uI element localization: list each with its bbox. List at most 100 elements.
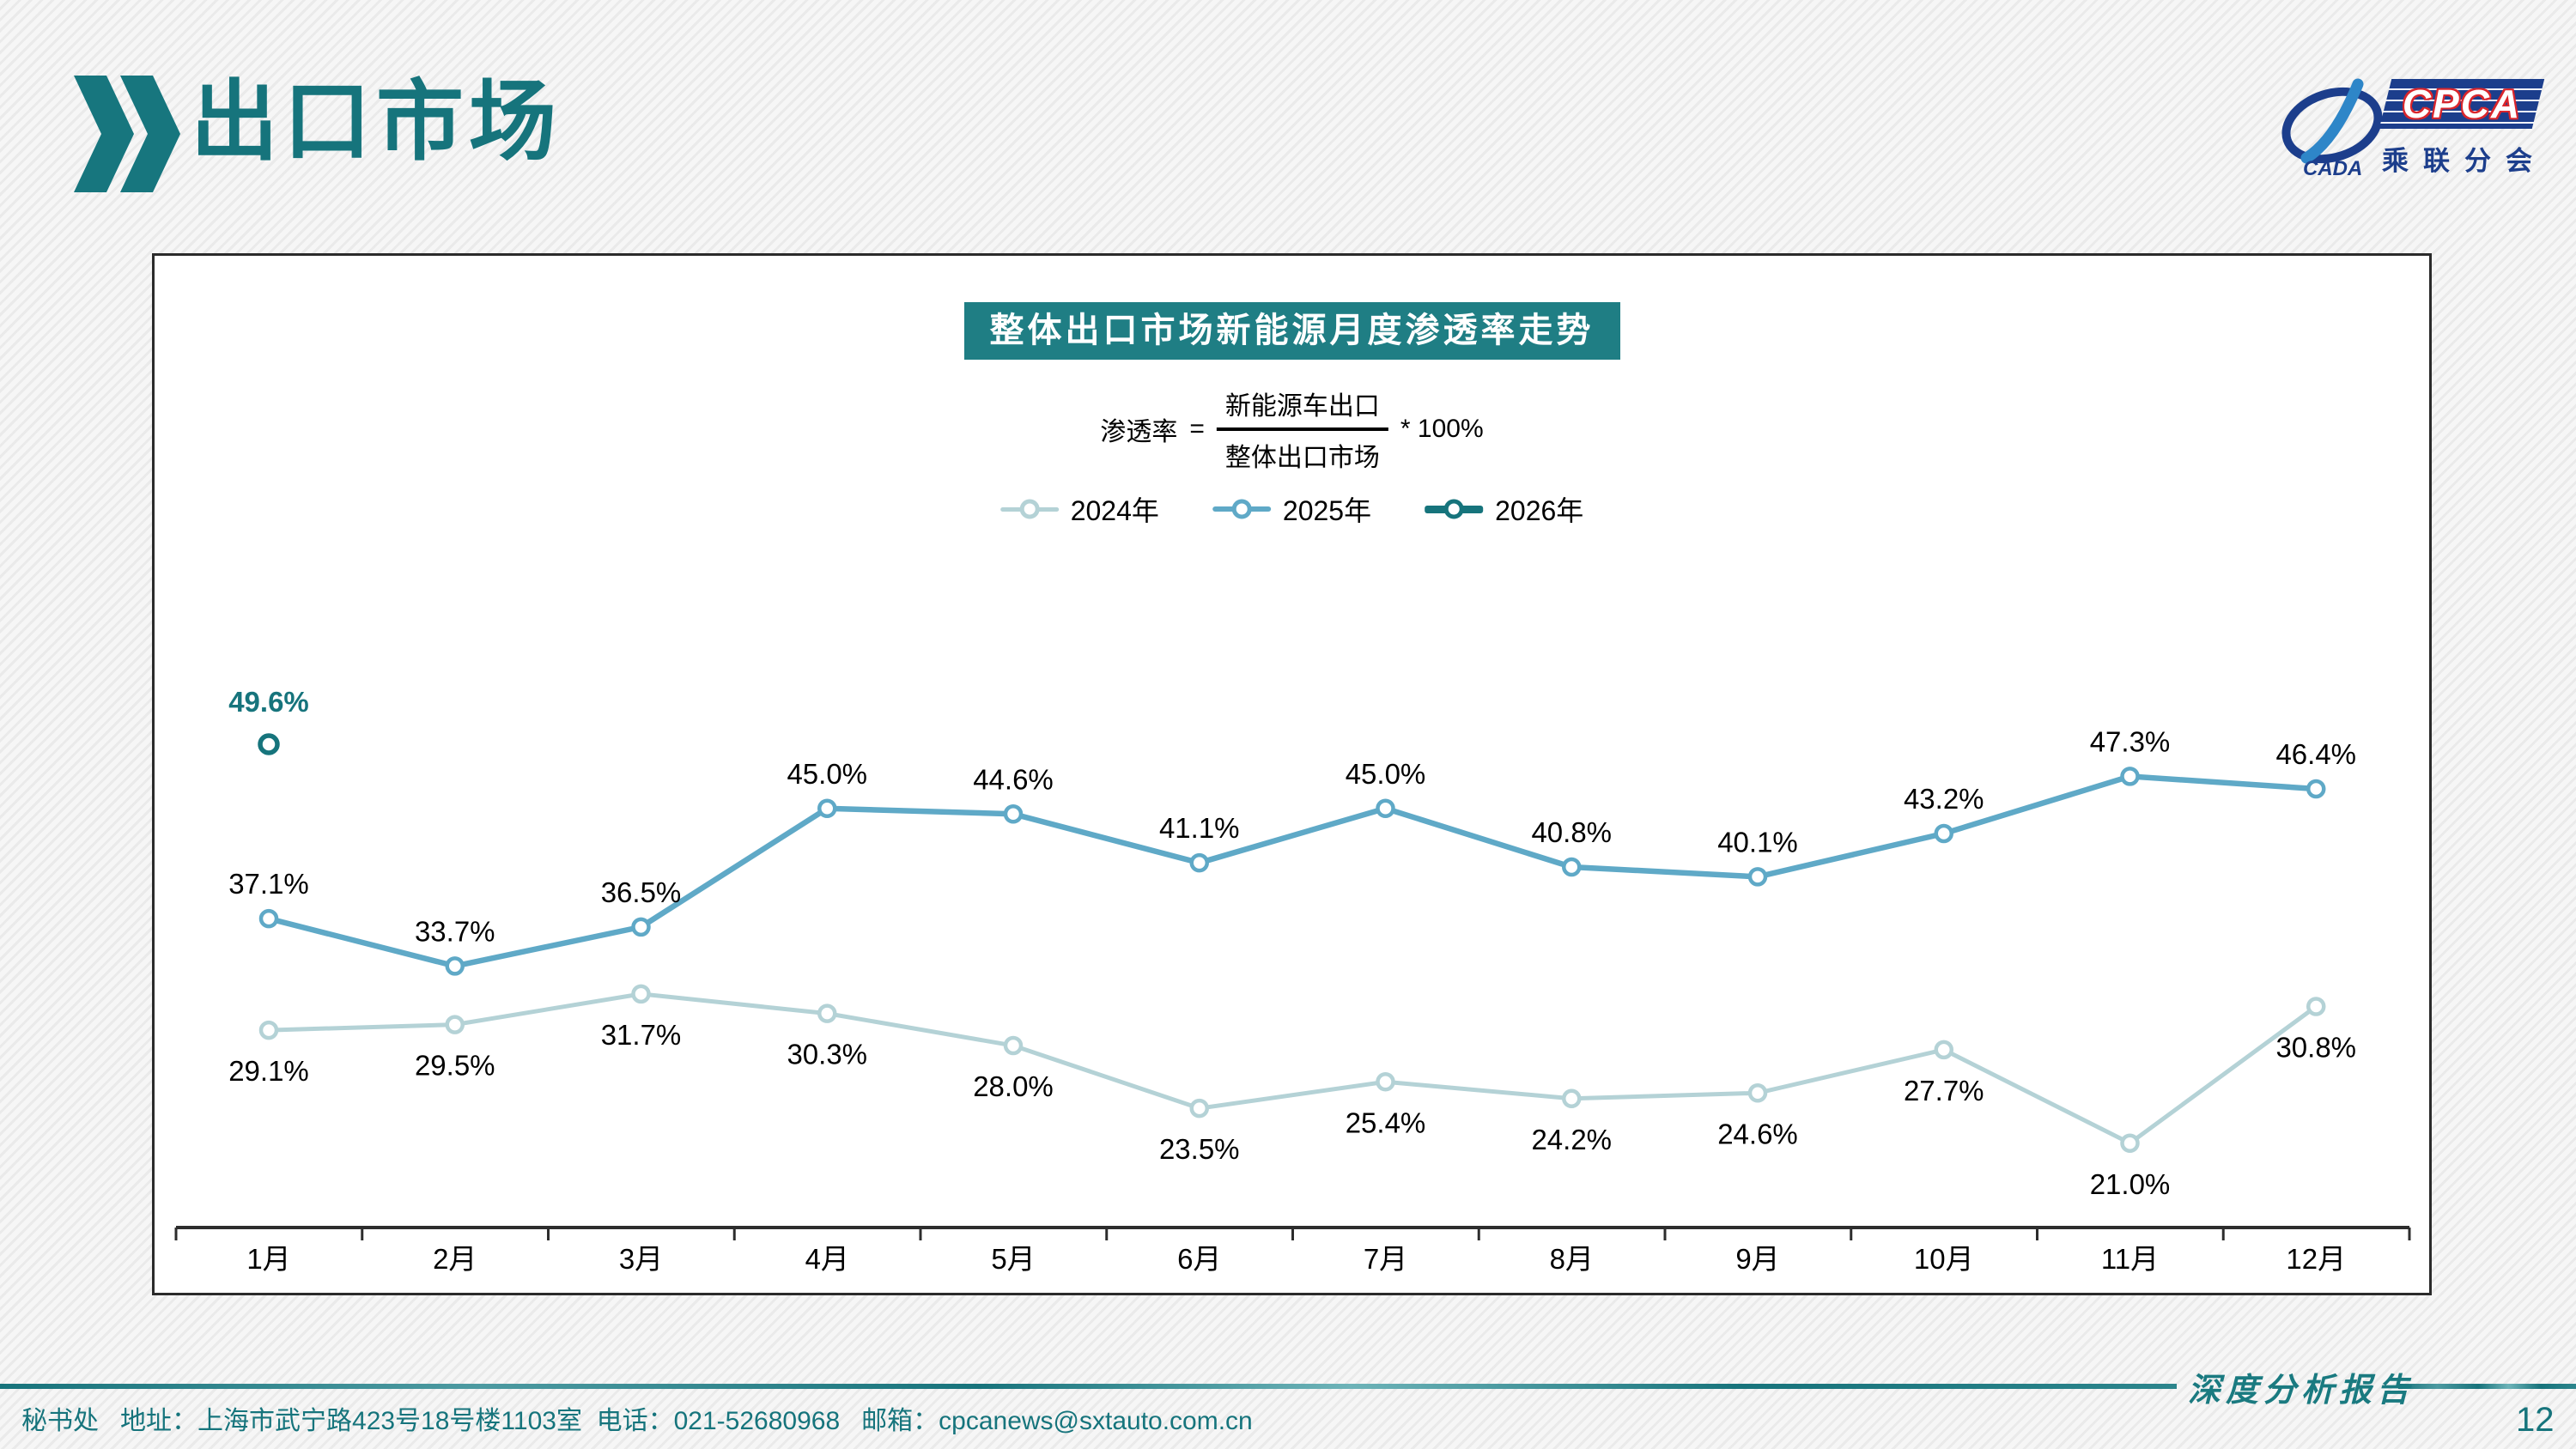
- data-label: 30.3%: [787, 1039, 867, 1070]
- formula-lhs: 渗透率: [1100, 418, 1178, 446]
- data-label: 45.0%: [1346, 758, 1426, 790]
- x-axis-label: 6月: [1177, 1243, 1221, 1275]
- data-label: 25.4%: [1346, 1106, 1426, 1138]
- data-label: 46.4%: [2275, 738, 2356, 770]
- formula-equals: =: [1189, 415, 1205, 443]
- x-axis-label: 3月: [619, 1243, 663, 1275]
- data-label: 36.5%: [601, 876, 682, 908]
- legend-dot-icon: [1443, 499, 1464, 519]
- data-label: 37.1%: [228, 868, 309, 900]
- double-chevron-icon: [74, 76, 180, 192]
- legend-label: 2024年: [1070, 495, 1159, 526]
- penetration-formula: 渗透率 = 新能源车出口 整体出口市场 * 100%: [1100, 383, 1483, 476]
- chart-panel: 整体出口市场新能源月度渗透率走势 渗透率 = 新能源车出口 整体出口市场 * 1…: [152, 253, 2432, 1295]
- data-label: 43.2%: [1904, 783, 1984, 815]
- legend-label: 2025年: [1282, 495, 1372, 526]
- data-point: [1376, 1072, 1395, 1092]
- data-label: 31.7%: [601, 1019, 682, 1051]
- cpca-logo: CADA CPCA 乘联分会: [2281, 67, 2545, 204]
- x-axis-label: 11月: [2101, 1243, 2159, 1275]
- x-axis-label: 9月: [1735, 1243, 1779, 1275]
- data-point: [2306, 779, 2326, 799]
- data-label: 24.2%: [1531, 1124, 1612, 1155]
- legend-marker-icon: [999, 499, 1059, 519]
- x-axis-label: 12月: [2286, 1243, 2346, 1275]
- data-label: 44.6%: [973, 763, 1054, 795]
- legend-label: 2026年: [1495, 495, 1584, 526]
- x-axis-label: 1月: [246, 1243, 290, 1275]
- data-label: 23.5%: [1159, 1133, 1240, 1165]
- data-label: 21.0%: [2090, 1168, 2171, 1200]
- legend-dot-icon: [1231, 499, 1252, 519]
- x-axis-label: 7月: [1364, 1243, 1407, 1275]
- data-label: 24.6%: [1717, 1118, 1798, 1149]
- data-point: [258, 733, 280, 755]
- series-line-2024年: [268, 991, 2318, 1146]
- legend-marker-icon: [1212, 499, 1271, 519]
- data-point: [1376, 798, 1395, 818]
- x-axis-label: 10月: [1914, 1243, 1974, 1275]
- data-point: [1747, 867, 1768, 887]
- data-label: 28.0%: [973, 1070, 1054, 1102]
- data-point: [258, 1020, 279, 1040]
- footer-contact-info: 秘书处 地址：上海市武宁路423号18号楼1103室 电话：021-526809…: [21, 1407, 1253, 1435]
- chart-legend: 2024年 2025年 2026年: [999, 489, 1583, 529]
- cpca-brand-text: CPCA: [2402, 82, 2522, 126]
- legend-item-2026年: 2026年: [1425, 489, 1583, 529]
- data-label: 40.1%: [1717, 826, 1798, 858]
- data-point: [1747, 1083, 1768, 1103]
- legend-item-2025年: 2025年: [1212, 489, 1371, 529]
- legend-dot-icon: [1019, 499, 1040, 519]
- formula-fraction: 新能源车出口 整体出口市场: [1216, 383, 1388, 476]
- x-axis-label: 2月: [433, 1243, 477, 1275]
- data-point: [1562, 1088, 1582, 1108]
- data-point: [1934, 1040, 1953, 1060]
- data-label: 29.5%: [415, 1050, 495, 1082]
- data-point: [1189, 852, 1209, 873]
- cada-text: CADA: [2303, 157, 2362, 180]
- logo-subtitle: 乘联分会: [2382, 146, 2547, 176]
- data-point: [1189, 1098, 1209, 1119]
- chart-title: 整体出口市场新能源月度渗透率走势: [963, 302, 1620, 360]
- data-label: 29.1%: [228, 1055, 309, 1087]
- x-axis-label: 8月: [1550, 1243, 1594, 1275]
- data-point: [2306, 997, 2326, 1016]
- formula-rhs: * 100%: [1400, 415, 1484, 443]
- data-point: [258, 908, 279, 929]
- data-point: [445, 956, 465, 976]
- page-number: 12: [2516, 1401, 2555, 1439]
- data-point: [2120, 1133, 2140, 1153]
- data-point: [817, 1003, 837, 1023]
- line-chart: 1月 2月 3月 4月 5月 6月 7月 8月 9月 10月 11月 12月 29.1% 29.5% 31.…: [174, 686, 2411, 1275]
- legend-item-2024年: 2024年: [999, 489, 1159, 529]
- data-point: [445, 1015, 465, 1034]
- x-axis-label: 4月: [805, 1243, 849, 1275]
- data-label: 49.6%: [228, 686, 309, 718]
- legend-marker-icon: [1425, 499, 1484, 519]
- data-point: [817, 798, 837, 818]
- data-point: [1003, 1035, 1024, 1056]
- data-label: 33.7%: [415, 915, 495, 947]
- formula-denominator: 整体出口市场: [1216, 427, 1388, 476]
- series-line-2025年: [268, 773, 2317, 969]
- formula-numerator: 新能源车出口: [1224, 392, 1380, 421]
- footer-divider-right: [2398, 1384, 2576, 1389]
- data-label: 30.8%: [2275, 1032, 2356, 1064]
- page-title: 出口市场: [191, 73, 562, 171]
- report-type-label: 深度分析报告: [2188, 1370, 2415, 1409]
- data-label: 41.1%: [1159, 812, 1240, 844]
- data-label: 27.7%: [1904, 1075, 1984, 1106]
- footer-divider-left: [0, 1384, 2177, 1389]
- x-axis-label: 5月: [991, 1243, 1035, 1275]
- data-label: 47.3%: [2090, 725, 2171, 757]
- data-point: [2120, 767, 2140, 786]
- cada-emblem-icon: CADA: [2281, 78, 2383, 180]
- data-point: [1934, 823, 1953, 844]
- data-label: 45.0%: [787, 758, 867, 790]
- data-point: [631, 984, 651, 1004]
- data-point: [1562, 857, 1582, 877]
- data-label: 40.8%: [1531, 816, 1612, 848]
- data-point: [1003, 804, 1024, 824]
- data-point: [631, 917, 651, 937]
